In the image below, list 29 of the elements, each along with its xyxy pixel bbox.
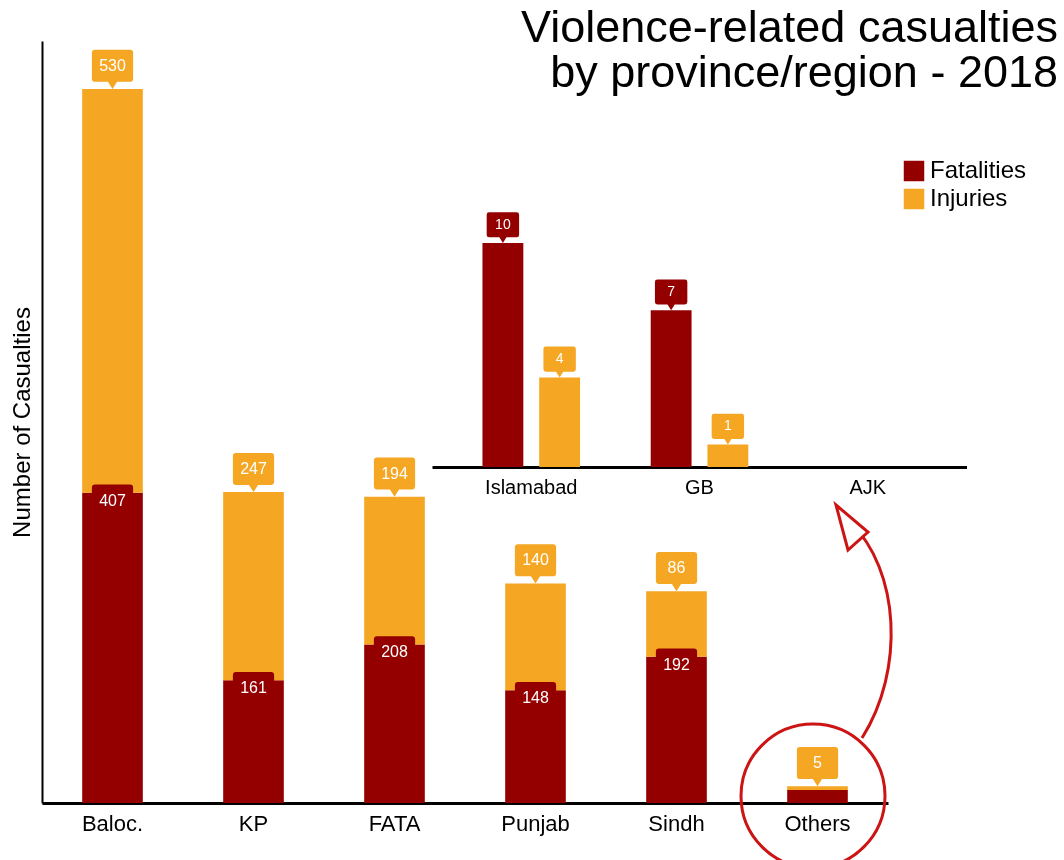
x-tick-label: KP [238,810,269,836]
x-tick-label: Punjab [501,810,570,836]
data-label: 140 [522,551,549,569]
x-tick-label: FATA [368,810,421,836]
data-label: 148 [522,689,549,707]
legend-label: Injuries [930,184,1008,211]
x-tick-label: Sindh [648,810,705,836]
x-tick-label: Others [784,810,851,836]
bar [787,790,848,803]
data-label: 194 [381,464,408,482]
data-label: 161 [240,679,267,697]
x-tick-label: GB [685,475,714,498]
data-label: 4 [555,350,564,367]
chart-title: Violence-related casualties by province/region - 2018 [520,1,1058,97]
data-label: 7 [667,283,676,300]
data-label: 208 [381,643,408,661]
data-label: 247 [240,460,267,478]
x-tick-label: AJK [849,475,887,498]
data-label: 10 [495,215,511,232]
data-label: 192 [663,655,690,673]
x-tick-label: Islamabad [485,475,578,498]
data-label: 5 [813,754,823,772]
data-label: 530 [99,56,126,74]
x-tick-label: Baloc. [81,810,144,836]
y-axis-title: Number of Casualties [7,307,35,538]
data-label: 407 [99,491,126,509]
data-label: 1 [723,417,732,434]
legend-label: Fatalities [930,156,1027,183]
data-label: 86 [667,559,686,577]
